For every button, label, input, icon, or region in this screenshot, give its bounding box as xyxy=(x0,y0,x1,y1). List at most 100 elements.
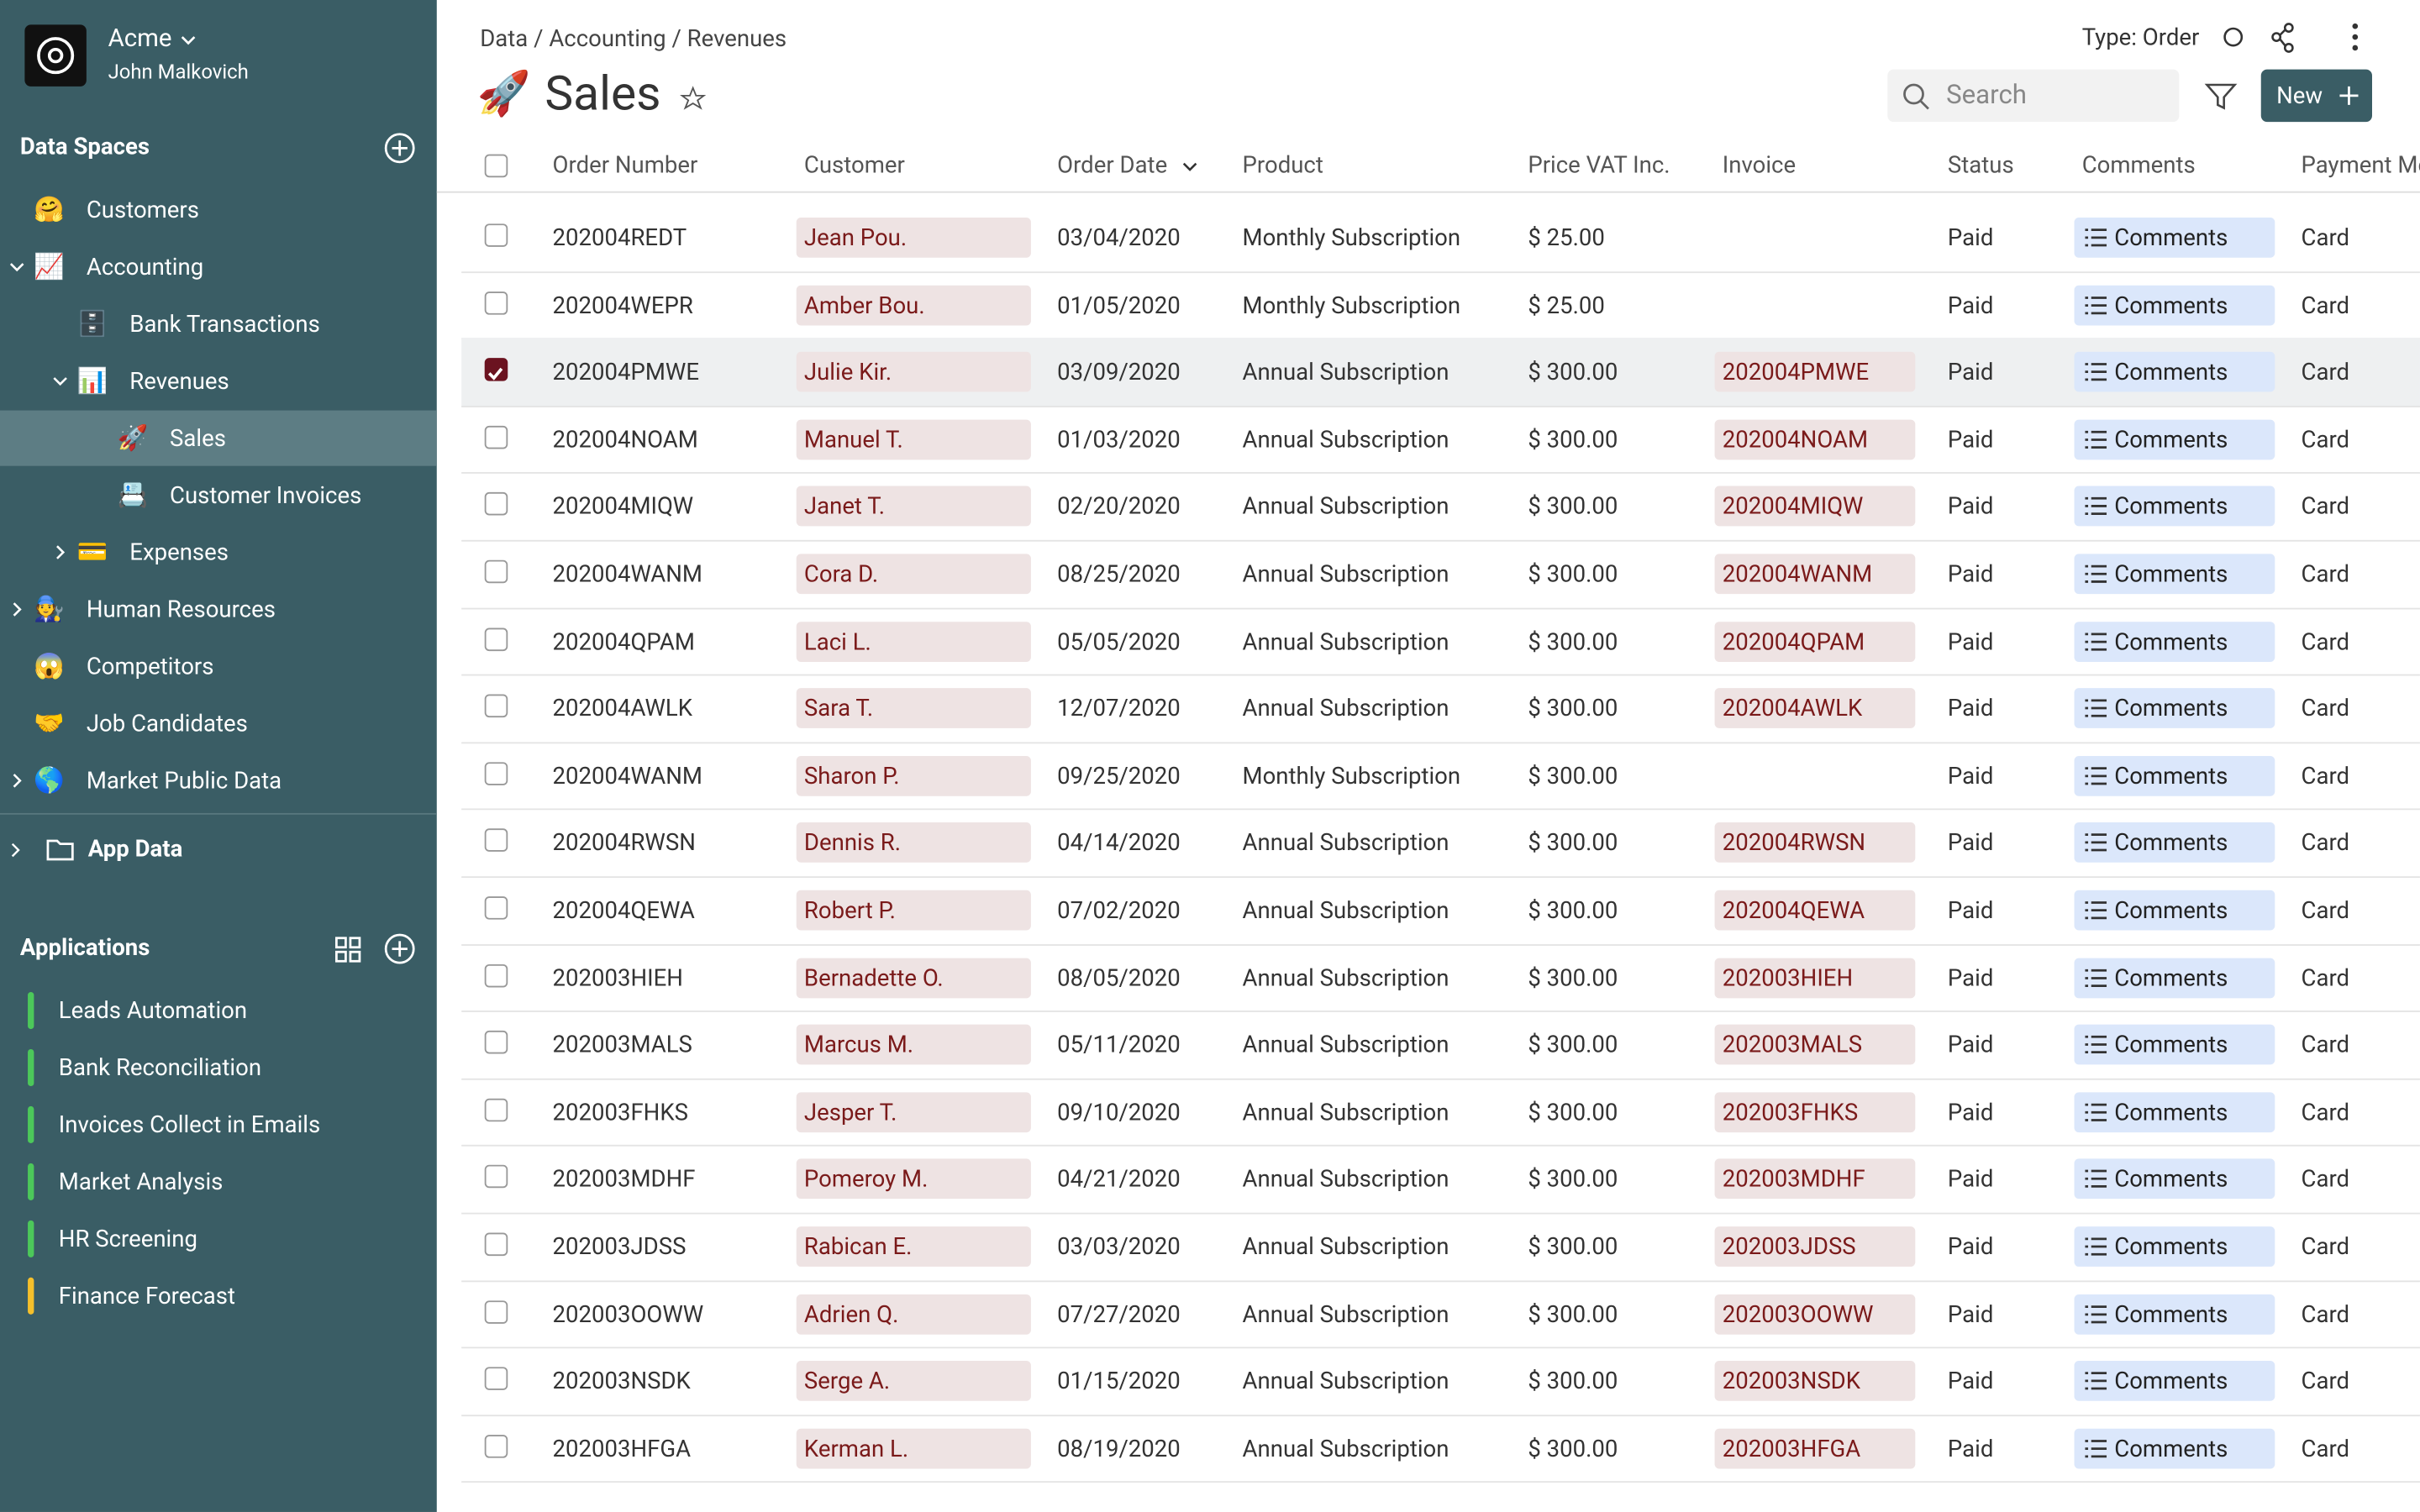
nav-item[interactable]: 😱 Competitors xyxy=(0,638,437,694)
invoice-link[interactable]: 202004QPAM xyxy=(1714,621,1916,662)
row-checkbox[interactable] xyxy=(484,425,508,449)
comments-button[interactable]: Comments xyxy=(2074,1361,2275,1402)
invoice-link[interactable]: 202003FHKS xyxy=(1714,1092,1916,1132)
table-row[interactable]: 202004NOAM Manuel T. 01/03/2020 Annual Subs… xyxy=(461,406,2420,475)
table-row[interactable]: 202004REDT Jean Pou. 03/04/2020 Monthly Sub… xyxy=(461,203,2420,273)
comments-button[interactable]: Comments xyxy=(2074,352,2275,392)
app-item[interactable]: Bank Reconciliation xyxy=(0,1040,437,1095)
customer-link[interactable]: Sharon P. xyxy=(796,755,1031,796)
star[interactable] xyxy=(679,85,707,113)
customer-link[interactable]: Manuel T. xyxy=(796,419,1031,459)
row-checkbox[interactable] xyxy=(484,358,508,382)
select-all[interactable] xyxy=(484,154,508,178)
chevron[interactable] xyxy=(51,543,70,562)
comments-button[interactable]: Comments xyxy=(2074,554,2275,595)
chevron[interactable] xyxy=(1181,157,1199,176)
app-item[interactable]: Leads Automation xyxy=(0,983,437,1038)
table-row[interactable]: 202004RWSN Dennis R. 04/14/2020 Annual Subs… xyxy=(461,809,2420,879)
invoice-link[interactable]: 202003HIEH xyxy=(1714,957,1916,998)
app-item[interactable]: HR Screening xyxy=(0,1211,437,1267)
table-row[interactable]: 202003HFGA Kerman L. 08/19/2020 Annual Subs… xyxy=(461,1415,2420,1483)
row-checkbox[interactable] xyxy=(484,223,508,247)
row-checkbox[interactable] xyxy=(484,1031,508,1054)
customer-link[interactable]: Marcus M. xyxy=(796,1024,1031,1065)
table-row[interactable]: 202003MALS Marcus M. 05/11/2020 Annual Subs… xyxy=(461,1011,2420,1080)
nav-item[interactable]: 🧑‍🔧 Human Resources xyxy=(0,581,437,637)
row-checkbox[interactable] xyxy=(484,694,508,718)
row-checkbox[interactable] xyxy=(484,1434,508,1458)
table-row[interactable]: 202003OOWW Adrien Q. 07/27/2020 Annual Subs… xyxy=(461,1280,2420,1349)
invoice-link[interactable]: 202004MIQW xyxy=(1714,486,1916,528)
nav-item[interactable]: 🤗 Customers xyxy=(0,182,437,238)
customer-link[interactable]: Serge A. xyxy=(796,1361,1031,1402)
new-button[interactable]: New xyxy=(2260,69,2373,123)
table-row[interactable]: 202003HIEH Bernadette O. 08/05/2020 Annual … xyxy=(461,943,2420,1013)
workspace-name[interactable]: Acme xyxy=(108,23,172,53)
comments-button[interactable]: Comments xyxy=(2074,822,2275,864)
table-row[interactable]: 202004WANM Sharon P. 09/25/2020 Monthly Sub… xyxy=(461,742,2420,811)
table-row[interactable]: 202003NSDK Serge A. 01/15/2020 Annual Subsc… xyxy=(461,1347,2420,1416)
comments-button[interactable]: Comments xyxy=(2074,957,2275,998)
app-item[interactable]: Market Analysis xyxy=(0,1154,437,1210)
comments-button[interactable]: Comments xyxy=(2074,486,2275,528)
customer-link[interactable]: Kerman L. xyxy=(796,1428,1031,1469)
invoice-link[interactable]: 202003NSDK xyxy=(1714,1361,1916,1402)
column-header[interactable]: Price VAT Inc. xyxy=(1528,150,1670,180)
chevron[interactable] xyxy=(8,600,26,618)
table-row[interactable]: 202003FHKS Jesper T. 09/10/2020 Annual Subs… xyxy=(461,1078,2420,1147)
chevron[interactable] xyxy=(8,771,26,790)
filter[interactable] xyxy=(2204,81,2238,114)
customer-link[interactable]: Pomeroy M. xyxy=(796,1159,1031,1200)
comments-button[interactable]: Comments xyxy=(2074,1428,2275,1469)
chevron[interactable] xyxy=(51,372,70,391)
invoice-link[interactable]: 202004PMWE xyxy=(1714,352,1916,392)
nav-item[interactable]: 📈 Accounting xyxy=(0,239,437,295)
column-header[interactable]: Invoice xyxy=(1722,150,1797,180)
table-row[interactable]: 202004WEPR Amber Bou. 01/05/2020 Monthly Su… xyxy=(461,271,2420,340)
table-row[interactable]: 202003MDHF Pomeroy M. 04/21/2020 Annual Sub… xyxy=(461,1146,2420,1215)
row-checkbox[interactable] xyxy=(484,1098,508,1121)
app-data[interactable]: App Data xyxy=(87,834,183,863)
customer-link[interactable]: Adrien Q. xyxy=(796,1294,1031,1334)
comments-button[interactable]: Comments xyxy=(2074,1294,2275,1334)
customer-link[interactable]: Rabican E. xyxy=(796,1226,1031,1267)
nav-item[interactable]: 🚀 Sales xyxy=(0,410,437,466)
comments-button[interactable]: Comments xyxy=(2074,1092,2275,1132)
comments-button[interactable]: Comments xyxy=(2074,1159,2275,1200)
nav-item[interactable]: 📇 Customer Invoices xyxy=(0,468,437,523)
customer-link[interactable]: Dennis R. xyxy=(796,822,1031,864)
row-checkbox[interactable] xyxy=(484,492,508,517)
comments-button[interactable]: Comments xyxy=(2074,688,2275,729)
search-box[interactable]: Search xyxy=(1887,69,2180,123)
customer-link[interactable]: Jean Pou. xyxy=(796,217,1031,258)
invoice-link[interactable]: 202003MALS xyxy=(1714,1024,1916,1065)
column-header[interactable]: Order Number xyxy=(552,150,698,180)
invoice-link[interactable]: 202003OOWW xyxy=(1714,1294,1916,1334)
invoice-link[interactable]: 202004WANM xyxy=(1714,554,1916,595)
column-header[interactable]: Product xyxy=(1242,150,1323,180)
breadcrumb[interactable]: Data / Accounting / Revenues xyxy=(480,24,787,53)
column-header[interactable]: Payment Method xyxy=(2301,150,2420,180)
nav-item[interactable]: 🤝 Job Candidates xyxy=(0,696,437,751)
customer-link[interactable]: Cora D. xyxy=(796,554,1031,595)
app-item[interactable]: Invoices Collect in Emails xyxy=(0,1097,437,1152)
comments-button[interactable]: Comments xyxy=(2074,1226,2275,1267)
invoice-link[interactable]: 202003MDHF xyxy=(1714,1159,1916,1200)
row-checkbox[interactable] xyxy=(484,559,508,584)
table-row[interactable]: 202004QEWA Robert P. 07/02/2020 Annual Subs… xyxy=(461,876,2420,946)
invoice-link[interactable]: 202003JDSS xyxy=(1714,1226,1916,1267)
customer-link[interactable]: Jesper T. xyxy=(796,1092,1031,1132)
comments-button[interactable]: Comments xyxy=(2074,285,2275,325)
add-button[interactable] xyxy=(384,133,415,164)
row-checkbox[interactable] xyxy=(484,291,508,314)
table-row[interactable]: 202004PMWE Julie Kir. 03/09/2020 Annual Sub… xyxy=(461,338,2420,407)
invoice-link[interactable]: 202003HFGA xyxy=(1714,1428,1916,1469)
customer-link[interactable]: Sara T. xyxy=(796,688,1031,729)
table-row[interactable]: 202004WANM Cora D. 08/25/2020 Annual Subscr… xyxy=(461,540,2420,609)
comments-button[interactable]: Comments xyxy=(2074,755,2275,796)
row-checkbox[interactable] xyxy=(484,1232,508,1257)
column-header[interactable]: Comments xyxy=(2081,150,2196,180)
row-checkbox[interactable] xyxy=(484,627,508,651)
comments-button[interactable]: Comments xyxy=(2074,890,2275,931)
invoice-link[interactable]: 202004NOAM xyxy=(1714,419,1916,459)
